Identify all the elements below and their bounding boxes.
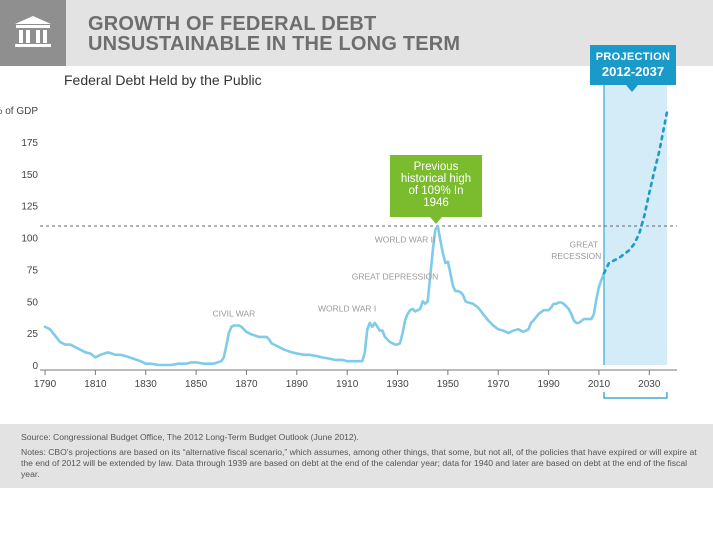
projection-band [603, 85, 667, 365]
chart-title: Federal Debt Held by the Public [64, 72, 262, 88]
x-tick-label: 2010 [588, 379, 611, 390]
callout-pointer [430, 217, 442, 224]
title-line-1: GROWTH OF FEDERAL DEBT [88, 13, 377, 35]
x-tick-label: 1850 [185, 379, 208, 390]
projection-badge-label: PROJECTION [595, 51, 671, 63]
debt-chart: 0 25 50 75 100 125 150 175 200% of GDP 1790 1810 1… [0, 85, 677, 399]
y-tick-label: 0 [32, 361, 38, 372]
page-title: GROWTH OF FEDERAL DEBT UNSUSTAINABLE IN … [88, 14, 460, 54]
historical-high-callout: Previous historical high of 109% In 1946 [390, 155, 482, 217]
x-tick-label: 1790 [34, 379, 57, 390]
annotation-label: WORLD WAR I [318, 303, 376, 313]
x-tick-label: 1890 [286, 379, 309, 390]
x-tick-label: 1970 [487, 379, 510, 390]
x-tick-label: 1930 [386, 379, 409, 390]
y-tick-label: 50 [27, 297, 39, 308]
projection-badge: PROJECTION 2012-2037 [590, 45, 676, 85]
source-note: Source: Congressional Budget Office, The… [21, 432, 359, 442]
callout-text: Previous historical high of 109% In 1946 [400, 161, 472, 209]
y-tick-label: 125 [21, 202, 38, 213]
annotation-label: GREAT DEPRESSION [352, 272, 439, 282]
y-tick-label: 25 [27, 329, 39, 340]
projection-badge-years: 2012-2037 [601, 64, 665, 79]
annotation-label: CIVIL WAR [212, 309, 255, 319]
x-tick-label: 1990 [537, 379, 560, 390]
y-tick-label: 175 [21, 138, 38, 149]
x-tick-label: 1910 [336, 379, 359, 390]
x-tick-label: 1830 [135, 379, 158, 390]
x-tick-label: 1810 [84, 379, 107, 390]
title-line-2: UNSUSTAINABLE IN THE LONG TERM [88, 33, 461, 55]
historical-series-line [43, 224, 606, 367]
notes-text: Notes: CBO's projections are based on it… [21, 447, 697, 479]
annotation-label: GREAT [570, 240, 599, 250]
y-tick-label: 100 [21, 234, 38, 245]
header-bar: GROWTH OF FEDERAL DEBT UNSUSTAINABLE IN … [0, 0, 713, 66]
x-tick-label: 2030 [638, 379, 661, 390]
x-tick-label: 1870 [235, 379, 258, 390]
annotation-label: WORLD WAR II [375, 235, 436, 245]
y-tick-label: 200% of GDP [0, 106, 38, 117]
header-icon-box [0, 0, 66, 66]
projection-badge-pointer [626, 85, 638, 92]
footer: Source: Congressional Budget Office, The… [0, 424, 713, 488]
y-tick-label: 75 [27, 265, 39, 276]
annotation-label: RECESSION [551, 251, 601, 261]
projection-bracket [603, 392, 668, 399]
capitol-building-icon [15, 16, 51, 47]
x-tick-label: 1950 [437, 379, 460, 390]
projection-series-line [602, 111, 669, 275]
y-tick-label: 150 [21, 170, 38, 181]
